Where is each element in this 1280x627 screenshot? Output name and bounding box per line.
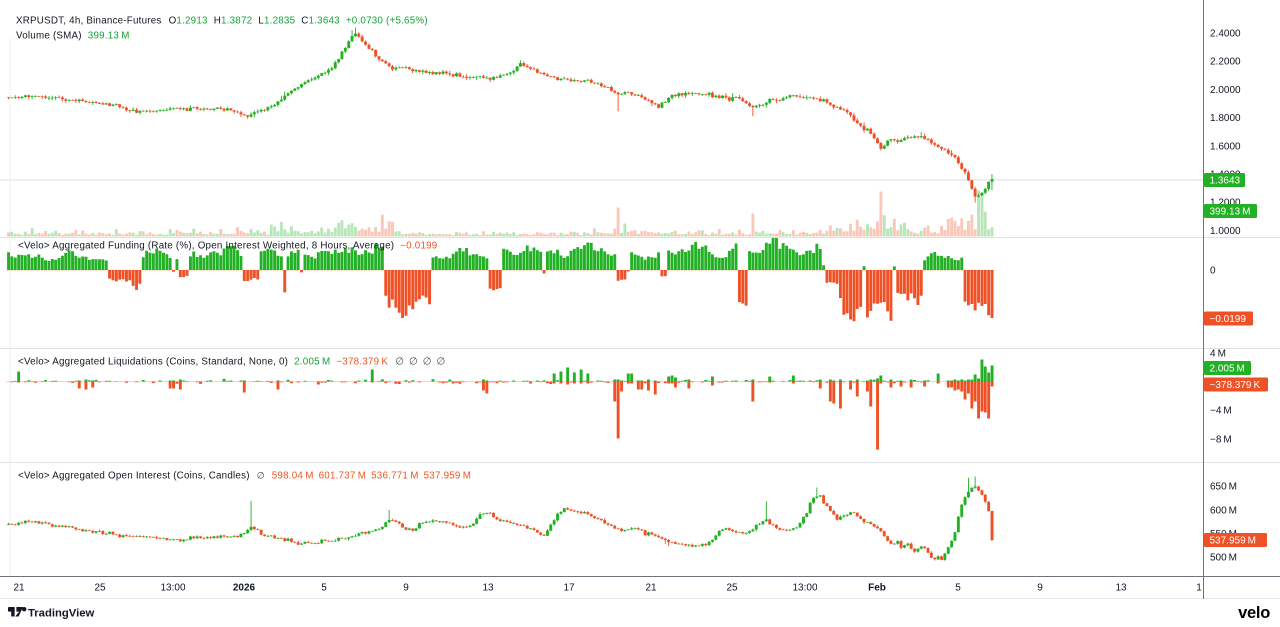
svg-text:TradingView: TradingView <box>28 608 95 620</box>
svg-text:1.3643: 1.3643 <box>1210 176 1241 187</box>
svg-text:1: 1 <box>1196 583 1202 594</box>
svg-text:Volume (SMA)399.13 M: Volume (SMA) 399.13 M <box>16 31 130 42</box>
svg-text:−4 M: −4 M <box>1210 406 1232 417</box>
svg-text:13: 13 <box>1115 583 1127 594</box>
svg-text:1.6000: 1.6000 <box>1210 141 1241 152</box>
svg-text:2.0000: 2.0000 <box>1210 85 1241 96</box>
svg-text:399.13 M: 399.13 M <box>1210 207 1251 218</box>
svg-text:2.4000: 2.4000 <box>1210 29 1241 40</box>
svg-text:5: 5 <box>321 583 327 594</box>
svg-text:537.959 M: 537.959 M <box>1210 536 1256 547</box>
svg-text:<Velo> Aggregated Funding (Rat: <Velo> Aggregated Funding (Rate (%), Ope… <box>18 241 437 252</box>
svg-text:13:00: 13:00 <box>792 583 817 594</box>
svg-text:17: 17 <box>563 583 575 594</box>
svg-text:<Velo> Aggregated Open Interes: <Velo> Aggregated Open Interest (Coins, … <box>18 471 471 482</box>
svg-text:9: 9 <box>1037 583 1043 594</box>
svg-text:21: 21 <box>645 583 657 594</box>
svg-text:1.0000: 1.0000 <box>1210 226 1241 237</box>
svg-text:1.2000: 1.2000 <box>1210 198 1241 209</box>
svg-text:600 M: 600 M <box>1210 506 1237 517</box>
svg-text:25: 25 <box>726 583 738 594</box>
svg-text:500 M: 500 M <box>1210 553 1237 564</box>
svg-text:9: 9 <box>403 583 409 594</box>
svg-text:650 M: 650 M <box>1210 482 1237 493</box>
svg-text:−0.0199: −0.0199 <box>1210 314 1247 325</box>
svg-text:−378.379 K: −378.379 K <box>1210 380 1261 391</box>
svg-text:13: 13 <box>482 583 494 594</box>
svg-text:4 M: 4 M <box>1210 349 1226 360</box>
svg-text:0: 0 <box>1210 266 1216 277</box>
svg-text:<Velo> Aggregated Liquidations: <Velo> Aggregated Liquidations (Coins, S… <box>18 357 445 368</box>
svg-text:Feb: Feb <box>868 583 886 594</box>
svg-text:25: 25 <box>94 583 106 594</box>
svg-text:5: 5 <box>955 583 961 594</box>
svg-text:2026: 2026 <box>233 583 256 594</box>
svg-text:13:00: 13:00 <box>160 583 185 594</box>
svg-text:velo: velo <box>1238 604 1270 622</box>
svg-text:1.8000: 1.8000 <box>1210 113 1241 124</box>
svg-text:−8 M: −8 M <box>1210 435 1232 446</box>
svg-text:2.005 M: 2.005 M <box>1210 364 1245 375</box>
svg-text:2.2000: 2.2000 <box>1210 57 1241 68</box>
svg-text:21: 21 <box>13 583 25 594</box>
